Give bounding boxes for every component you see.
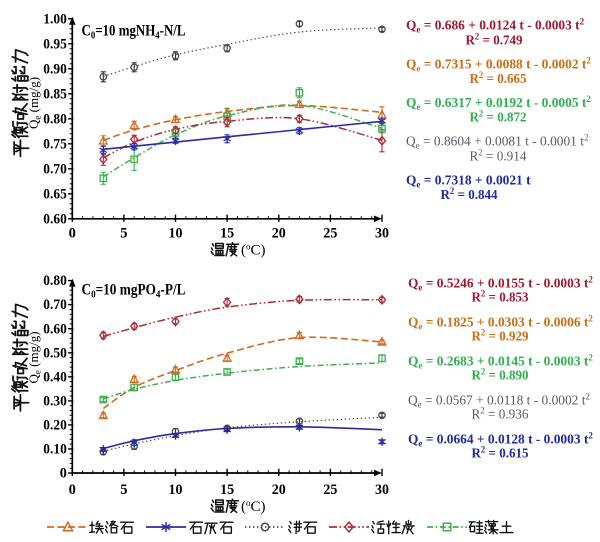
svg-text:0.65: 0.65 [43,186,67,202]
svg-text:R2 = 0.914: R2 = 0.914 [470,147,527,163]
svg-text:1.00: 1.00 [43,11,67,27]
svg-text:15: 15 [220,482,234,498]
svg-text:Qe = 0.0664 + 0.0128 t - 0.000: Qe = 0.0664 + 0.0128 t - 0.0003 t2 [408,431,593,449]
svg-text:0.60: 0.60 [43,211,67,227]
svg-text:0.80: 0.80 [43,111,67,127]
svg-text:0: 0 [69,482,76,498]
svg-text:Qe = 0.6317 + 0.0192 t - 0.000: Qe = 0.6317 + 0.0192 t - 0.0005 t2 [406,94,591,112]
svg-text:0.95: 0.95 [43,36,67,52]
svg-text:R2 = 0.749: R2 = 0.749 [466,31,523,47]
svg-text:20: 20 [272,482,286,498]
svg-text:0.10: 0.10 [43,442,67,458]
svg-text:5: 5 [120,482,127,498]
svg-text:Qe = 0.7315 + 0.0088 t - 0.000: Qe = 0.7315 + 0.0088 t - 0.0002 t2 [406,55,591,73]
svg-text:0.75: 0.75 [43,136,67,152]
svg-text:R2 = 0.665: R2 = 0.665 [470,70,527,86]
svg-text:0.60: 0.60 [43,321,67,337]
svg-text:10: 10 [169,225,183,241]
svg-text:Qe = 0.0567 + 0.0118 t - 0.000: Qe = 0.0567 + 0.0118 t - 0.0002 t2 [408,392,590,410]
svg-text:Qe = 0.8604 + 0.0081 t - 0.000: Qe = 0.8604 + 0.0081 t - 0.0001 t2 [406,133,588,151]
svg-text:0.80: 0.80 [43,273,67,289]
svg-text:0.20: 0.20 [43,418,67,434]
svg-text:R2 = 0.615: R2 = 0.615 [472,444,529,460]
svg-text:25: 25 [323,225,337,241]
svg-text:(oC): (oC) [241,498,266,515]
svg-text:R2 = 0.929: R2 = 0.929 [472,327,529,343]
svg-text:R2 = 0.853: R2 = 0.853 [472,288,529,304]
svg-text:0.40: 0.40 [43,369,67,385]
svg-text:5: 5 [120,225,127,241]
svg-text:Qe = 0.1825 + 0.0303 t - 0.000: Qe = 0.1825 + 0.0303 t - 0.0006 t2 [408,314,593,332]
svg-text:30: 30 [375,225,389,241]
svg-text:C0=10 mgPO4-P/L: C0=10 mgPO4-P/L [82,282,186,301]
svg-text:15: 15 [220,225,234,241]
svg-text:0.70: 0.70 [43,161,67,177]
svg-text:0: 0 [69,225,76,241]
svg-text:0.70: 0.70 [43,297,67,313]
svg-text:0.85: 0.85 [43,86,67,102]
svg-text:R2 = 0.890: R2 = 0.890 [472,366,529,382]
svg-text:0.50: 0.50 [43,345,67,361]
svg-text:25: 25 [323,482,337,498]
svg-text:R2 = 0.872: R2 = 0.872 [470,109,527,125]
svg-text:Qe = 0.686 + 0.0124 t - 0.0003: Qe = 0.686 + 0.0124 t - 0.0003 t2 [406,17,585,35]
svg-text:(oC): (oC) [241,242,266,259]
svg-text:Qe = 0.2683 + 0.0145 t - 0.000: Qe = 0.2683 + 0.0145 t - 0.0003 t2 [408,353,593,371]
svg-text:Qe = 0.5246 + 0.0155 t - 0.000: Qe = 0.5246 + 0.0155 t - 0.0003 t2 [408,275,593,293]
svg-text:0: 0 [60,466,67,482]
svg-text:10: 10 [169,482,183,498]
svg-text:20: 20 [272,225,286,241]
svg-text:Qe (mg/g): Qe (mg/g) [26,77,43,129]
svg-text:0.90: 0.90 [43,61,67,77]
svg-text:0.30: 0.30 [43,394,67,410]
svg-text:30: 30 [375,482,389,498]
svg-text:R2 = 0.844: R2 = 0.844 [441,186,498,202]
svg-text:Qe (mg/g): Qe (mg/g) [26,331,43,383]
svg-text:C0=10 mgNH4-N/L: C0=10 mgNH4-N/L [82,23,186,42]
svg-text:R2 = 0.936: R2 = 0.936 [472,405,529,421]
svg-text:Qe = 0.7318 + 0.0021 t: Qe = 0.7318 + 0.0021 t [406,172,531,189]
